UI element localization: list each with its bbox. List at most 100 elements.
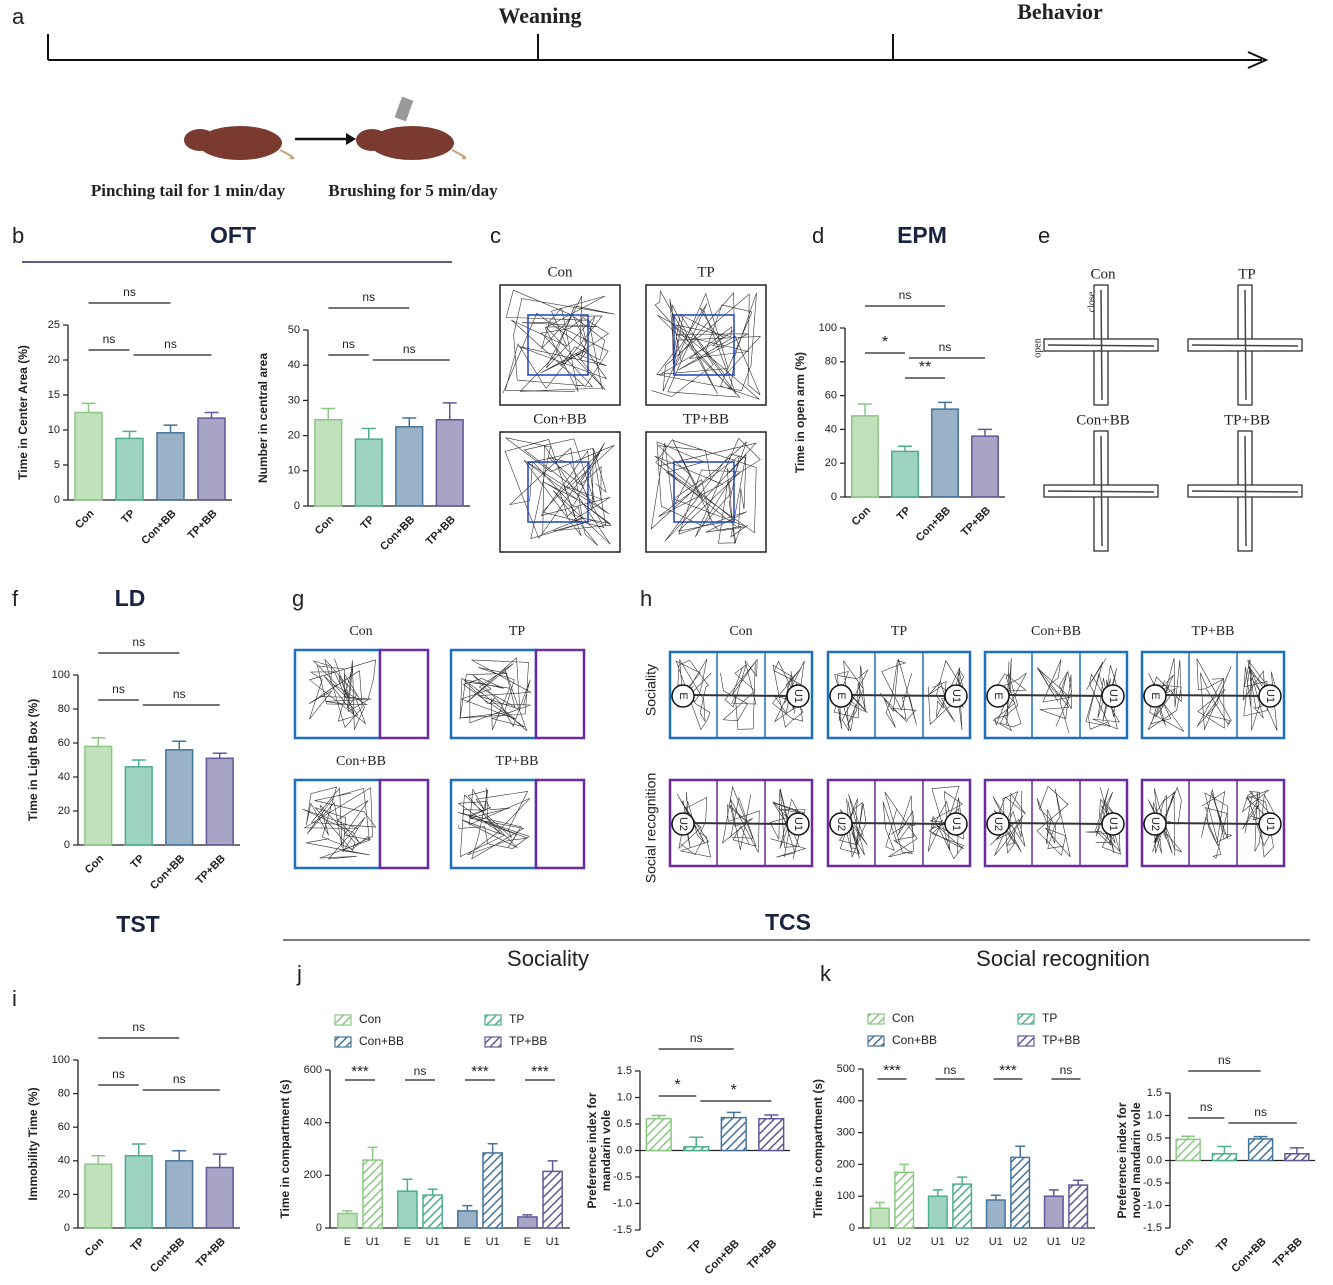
legend-swatch: [484, 1014, 502, 1026]
sig-label: ns: [103, 332, 116, 346]
panel-letter: h: [640, 586, 652, 611]
track: [1241, 789, 1278, 858]
bar: [205, 757, 234, 846]
bar: [74, 411, 103, 501]
y-tick-label: 80: [58, 1088, 70, 1100]
error-bar: [342, 1210, 353, 1214]
y-axis-title: Time in open arm (%): [793, 352, 807, 473]
cage: [944, 812, 968, 836]
cage-label: U1: [1107, 817, 1119, 831]
track-label: TP+BB: [1224, 412, 1270, 428]
legend-label: Con+BB: [892, 1033, 937, 1047]
error-bar: [957, 1176, 968, 1185]
light-box: [449, 648, 538, 740]
sig-label: *: [674, 1077, 680, 1094]
y-tick-label: 20: [288, 430, 300, 442]
track: [882, 791, 918, 858]
cage: [986, 684, 1010, 708]
x-tick-label: U2: [955, 1236, 969, 1248]
cage-label: E: [835, 692, 847, 699]
bar: [1211, 1153, 1238, 1162]
timeline-label: Behavior: [1017, 0, 1103, 24]
sig-label: ns: [690, 1031, 703, 1045]
x-tick-label: Con: [850, 504, 874, 528]
error-bar: [1073, 1179, 1084, 1186]
error-bar: [131, 1143, 146, 1156]
legend-swatch: [867, 1035, 885, 1047]
bar: [927, 1195, 948, 1229]
x-tick-label: E: [464, 1236, 471, 1248]
y-tick-label: 1.5: [1147, 1087, 1162, 1099]
cage-label: U1: [792, 817, 804, 831]
track: [1047, 435, 1155, 547]
track: [1201, 789, 1233, 859]
track-label: Con: [547, 264, 573, 280]
x-tick-label: TP+BB: [1271, 1236, 1305, 1270]
rat-tail: [279, 149, 295, 160]
error-bar: [361, 427, 376, 440]
bar: [985, 1199, 1006, 1229]
section-title: TCS: [765, 909, 811, 935]
y-axis-title: Preference index for: [585, 1092, 599, 1208]
bar: [354, 438, 383, 507]
sig-label: ns: [899, 288, 912, 302]
cage: [944, 684, 968, 708]
y-tick-label: 80: [825, 356, 837, 368]
bar: [205, 1166, 234, 1229]
panel-letter: j: [296, 961, 302, 986]
sig-label: ***: [351, 1063, 369, 1080]
arena: [645, 284, 767, 406]
legend-label: TP: [1042, 1011, 1057, 1025]
section-title: OFT: [210, 222, 256, 248]
y-tick-label: 30: [288, 394, 300, 406]
sig-label: ***: [883, 1062, 901, 1079]
rat-tail: [451, 149, 467, 160]
legend-label: TP+BB: [509, 1034, 547, 1048]
x-tick-label: U1: [873, 1236, 887, 1248]
bar: [1043, 1195, 1064, 1229]
track: [1196, 658, 1232, 730]
y-tick-label: 0.5: [1147, 1132, 1162, 1144]
bar: [971, 435, 999, 498]
error-bar: [522, 1214, 533, 1217]
track: [459, 657, 532, 732]
error-bar: [932, 1189, 943, 1197]
panel-letter: c: [490, 223, 501, 248]
y-axis-title: Time in compartment (s): [278, 1079, 292, 1218]
cage: [1143, 684, 1167, 708]
error-bar: [122, 430, 137, 439]
x-tick-label: TP: [895, 505, 913, 523]
y-tick-label: 10: [48, 424, 60, 436]
error-bar: [978, 428, 992, 437]
y-tick-label: 400: [837, 1095, 855, 1107]
legend-swatch: [484, 1036, 502, 1048]
y-tick-label: 300: [837, 1127, 855, 1139]
legend-label: Con: [892, 1011, 914, 1025]
track-label: Con: [349, 624, 372, 639]
track: [722, 785, 760, 853]
bar: [683, 1146, 710, 1152]
section-title: Social recognition: [976, 946, 1150, 971]
x-tick-label: TP+BB: [424, 514, 458, 548]
sig-label: ns: [112, 1067, 125, 1081]
panel-letter: d: [812, 223, 824, 248]
dark-box: [378, 648, 430, 740]
track: [1004, 822, 1108, 825]
bar: [1010, 1156, 1031, 1229]
y-axis-title: Time in compartment (s): [811, 1079, 825, 1218]
y-tick-label: 20: [58, 1188, 70, 1200]
bar: [645, 1117, 672, 1152]
legend-swatch: [1017, 1013, 1035, 1025]
y-tick-label: 20: [825, 457, 837, 469]
bar: [851, 415, 879, 498]
timeline-arrow: [1247, 51, 1269, 69]
cage: [1101, 684, 1125, 708]
step-label: Brushing for 5 min/day: [328, 181, 498, 200]
sig-label: ns: [414, 1064, 427, 1078]
bar: [517, 1216, 538, 1229]
error-bar: [1217, 1145, 1232, 1154]
track-label: Con+BB: [533, 411, 586, 427]
arm-label: open: [1032, 338, 1043, 357]
panel-letter: e: [1038, 223, 1050, 248]
sig-label: ns: [173, 1072, 186, 1086]
